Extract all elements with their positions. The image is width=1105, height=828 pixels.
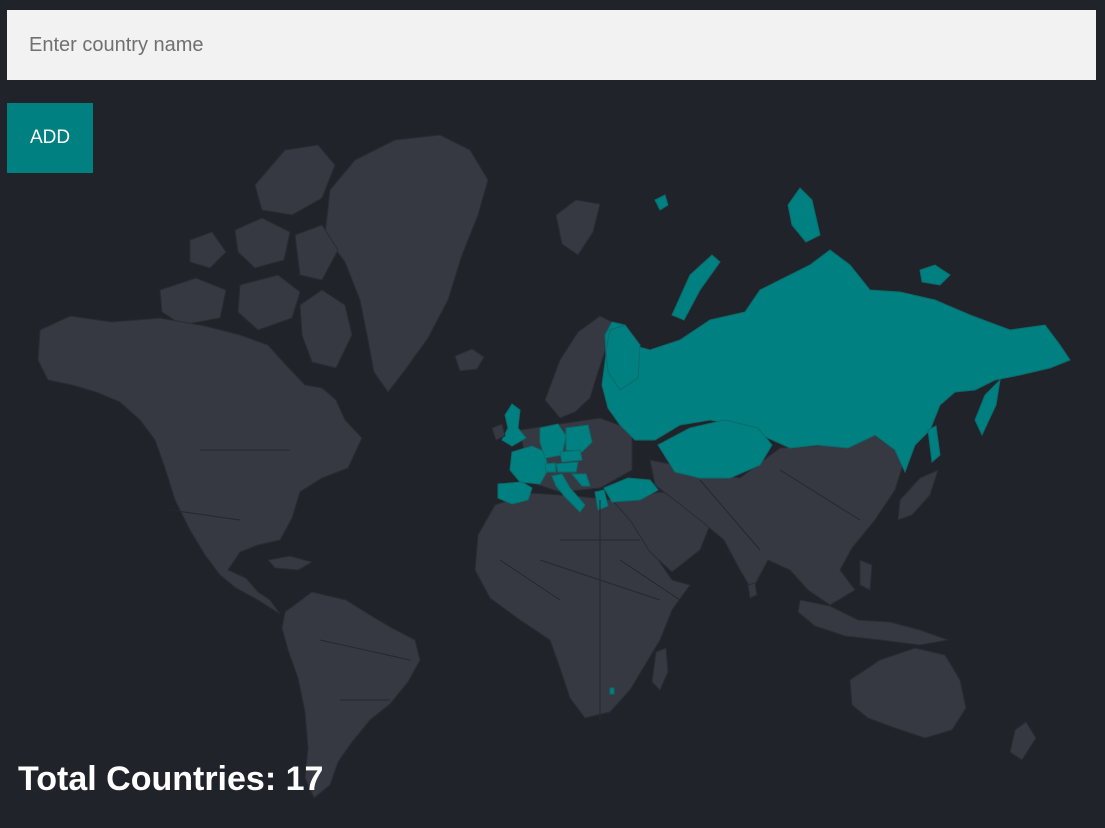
russia-novaya-zemlya[interactable] (671, 254, 721, 321)
caribbean-islands[interactable] (267, 555, 314, 571)
philippines[interactable] (859, 559, 873, 591)
total-countries-counter: Total Countries: 17 (18, 760, 323, 799)
country-switzerland[interactable] (544, 462, 557, 473)
russia-sakhalin[interactable] (927, 425, 941, 463)
region-scandinavia[interactable] (544, 315, 613, 419)
russia-arctic-island[interactable] (787, 187, 821, 243)
country-new-zealand[interactable] (1009, 721, 1037, 761)
country-ireland[interactable] (491, 423, 506, 441)
add-button[interactable]: ADD (7, 103, 93, 173)
continent-north-america[interactable] (37, 315, 363, 615)
southeast-asia-islands[interactable] (797, 599, 950, 646)
country-spain[interactable] (497, 481, 533, 505)
arctic-island[interactable] (159, 277, 227, 326)
country-italy[interactable] (551, 473, 586, 513)
country-iceland[interactable] (454, 348, 485, 372)
country-united-kingdom[interactable] (501, 403, 527, 447)
country-france[interactable] (509, 445, 549, 485)
arctic-island[interactable] (234, 217, 291, 269)
country-eswatini[interactable] (609, 687, 615, 695)
country-borders (169, 449, 861, 720)
continent-south-america[interactable] (281, 591, 421, 799)
country-japan[interactable] (897, 469, 939, 521)
country-madagascar[interactable] (651, 647, 669, 691)
svalbard[interactable] (555, 199, 601, 256)
arctic-island[interactable] (294, 224, 339, 281)
total-countries-value: 17 (285, 760, 324, 798)
country-kazakhstan[interactable] (657, 419, 773, 479)
arctic-island[interactable] (237, 274, 301, 331)
russia-arctic-island[interactable] (919, 264, 951, 286)
country-czechia[interactable] (559, 449, 583, 463)
country-greenland[interactable] (324, 134, 489, 393)
country-poland[interactable] (565, 424, 593, 453)
baffin-island[interactable] (299, 289, 353, 369)
country-turkey[interactable] (603, 477, 659, 503)
country-russia[interactable] (601, 249, 1071, 474)
arctic-island[interactable] (189, 231, 227, 269)
country-greece[interactable] (594, 489, 609, 511)
country-sri-lanka[interactable] (747, 582, 758, 599)
country-australia[interactable] (849, 647, 967, 739)
country-finland[interactable] (605, 324, 641, 391)
country-name-input[interactable] (7, 10, 1096, 80)
russia-kamchatka[interactable] (974, 378, 1001, 437)
country-austria[interactable] (555, 461, 579, 473)
russia-arctic-island[interactable] (654, 194, 669, 211)
total-countries-label: Total Countries: (18, 760, 286, 798)
arctic-island[interactable] (254, 144, 336, 216)
country-croatia[interactable] (570, 473, 591, 487)
